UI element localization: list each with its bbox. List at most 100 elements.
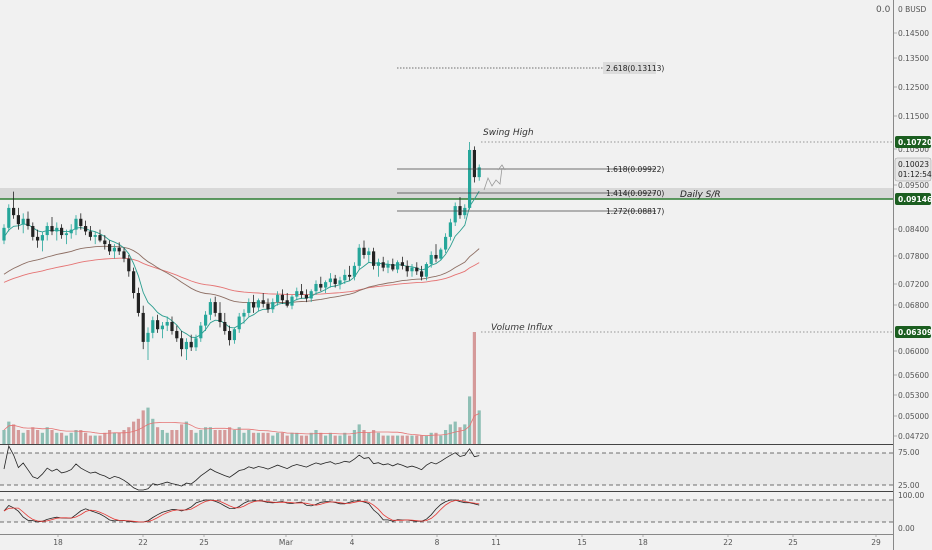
stoch-level-0-label: 0.00 [898, 524, 915, 533]
candle [381, 256, 385, 272]
candle-body [242, 312, 246, 317]
volume-bar [16, 430, 20, 444]
candle [136, 287, 140, 317]
price-tick-label: 0.05600 [898, 371, 929, 380]
candle [223, 312, 227, 335]
volume-bar [88, 435, 92, 444]
volume-bar [180, 424, 184, 444]
candle [232, 327, 236, 344]
volume-bar [194, 432, 198, 444]
candle-body [410, 267, 414, 272]
volume-bar [36, 430, 40, 444]
volume-bar [55, 432, 59, 444]
candle [228, 325, 232, 346]
candle [146, 327, 150, 361]
rsi-line [3, 444, 480, 491]
candle [156, 314, 160, 333]
volume-bar [98, 435, 102, 444]
candle-body [189, 341, 193, 348]
candle-body [319, 283, 323, 288]
candle-body [304, 294, 308, 299]
volume-bar [405, 435, 409, 444]
candle-body [386, 264, 390, 268]
price-tick-label: 0.06000 [898, 347, 929, 356]
candle [453, 202, 457, 227]
candle-body [357, 247, 361, 266]
volume-bar [79, 430, 83, 444]
projection-path [483, 167, 503, 191]
volume-bar [26, 430, 30, 444]
candle-body [127, 258, 131, 272]
candle [79, 213, 83, 230]
volume-bar [444, 430, 448, 444]
current-price-tag-bg [894, 157, 932, 182]
candle [429, 251, 433, 268]
rsi-level-75-label: 75.00 [898, 448, 920, 457]
candle-body [223, 321, 227, 332]
volume-bar [372, 430, 376, 444]
volume-bar [333, 435, 337, 444]
ma-fast-line [3, 190, 480, 338]
price-tick-label: 0.13500 [898, 54, 929, 63]
candle-body [463, 207, 467, 216]
price-tick-label: 0.07800 [898, 252, 929, 261]
candle [367, 247, 371, 263]
volume-bar [45, 427, 49, 444]
candle [122, 247, 126, 263]
candle-body [444, 236, 448, 250]
price-tick-label: 0.07200 [898, 280, 929, 289]
price-scale[interactable]: 0.0 0 BUSD 0.145000.135000.125000.115000… [876, 0, 932, 550]
volume-bar [122, 430, 126, 444]
volume-bar [338, 435, 342, 444]
price-tag-daily-sr: 0.09146 [898, 195, 932, 204]
volume-bar [151, 418, 155, 444]
candle [88, 226, 92, 241]
time-tick-label: 11 [491, 538, 501, 547]
candle-body [381, 262, 385, 268]
candle [237, 312, 241, 333]
price-tick-label: 0.14500 [898, 29, 929, 38]
volume-bar [396, 435, 400, 444]
candle [242, 309, 246, 324]
volume-bar [50, 430, 54, 444]
candle [477, 164, 481, 181]
volume-moving-average [3, 413, 480, 437]
main-pane-background [0, 0, 893, 444]
stoch-pane [0, 499, 893, 523]
candle-body [415, 267, 419, 272]
main-pane: Swing High 2.618(0.13113) 1.618(0.09922)… [0, 0, 893, 444]
candle-body [180, 338, 184, 350]
volume-bar [232, 430, 236, 444]
daily-sr-zone [0, 188, 893, 199]
rsi-pane [0, 444, 893, 491]
candle [420, 265, 424, 281]
volume-bar [391, 435, 395, 444]
volume-bar [376, 432, 380, 444]
candle [343, 269, 347, 284]
candle-body [103, 240, 107, 245]
stoch-d-line [3, 500, 480, 523]
volume-bar [237, 427, 241, 444]
candle [328, 273, 332, 288]
candle-body [367, 251, 371, 255]
candle-body [276, 294, 280, 303]
candle-body [420, 271, 424, 277]
candle [21, 213, 25, 234]
candle-body [170, 321, 174, 332]
time-scale[interactable]: 18 22 25 Mar 4 8 11 15 18 22 25 29 [0, 534, 893, 547]
volume-bar [213, 430, 217, 444]
candle-body [424, 264, 428, 277]
volume-bar [175, 430, 179, 444]
volume-bar [2, 430, 6, 444]
volume-bar [420, 435, 424, 444]
candle [45, 222, 49, 241]
volume-bar [309, 432, 313, 444]
candle-body [108, 244, 112, 252]
candle [199, 321, 203, 342]
candle [348, 265, 352, 281]
volume-bar [463, 424, 467, 444]
candle [93, 231, 97, 245]
candle-body [472, 149, 476, 178]
time-tick-label: 15 [577, 538, 587, 547]
candle [2, 224, 6, 245]
